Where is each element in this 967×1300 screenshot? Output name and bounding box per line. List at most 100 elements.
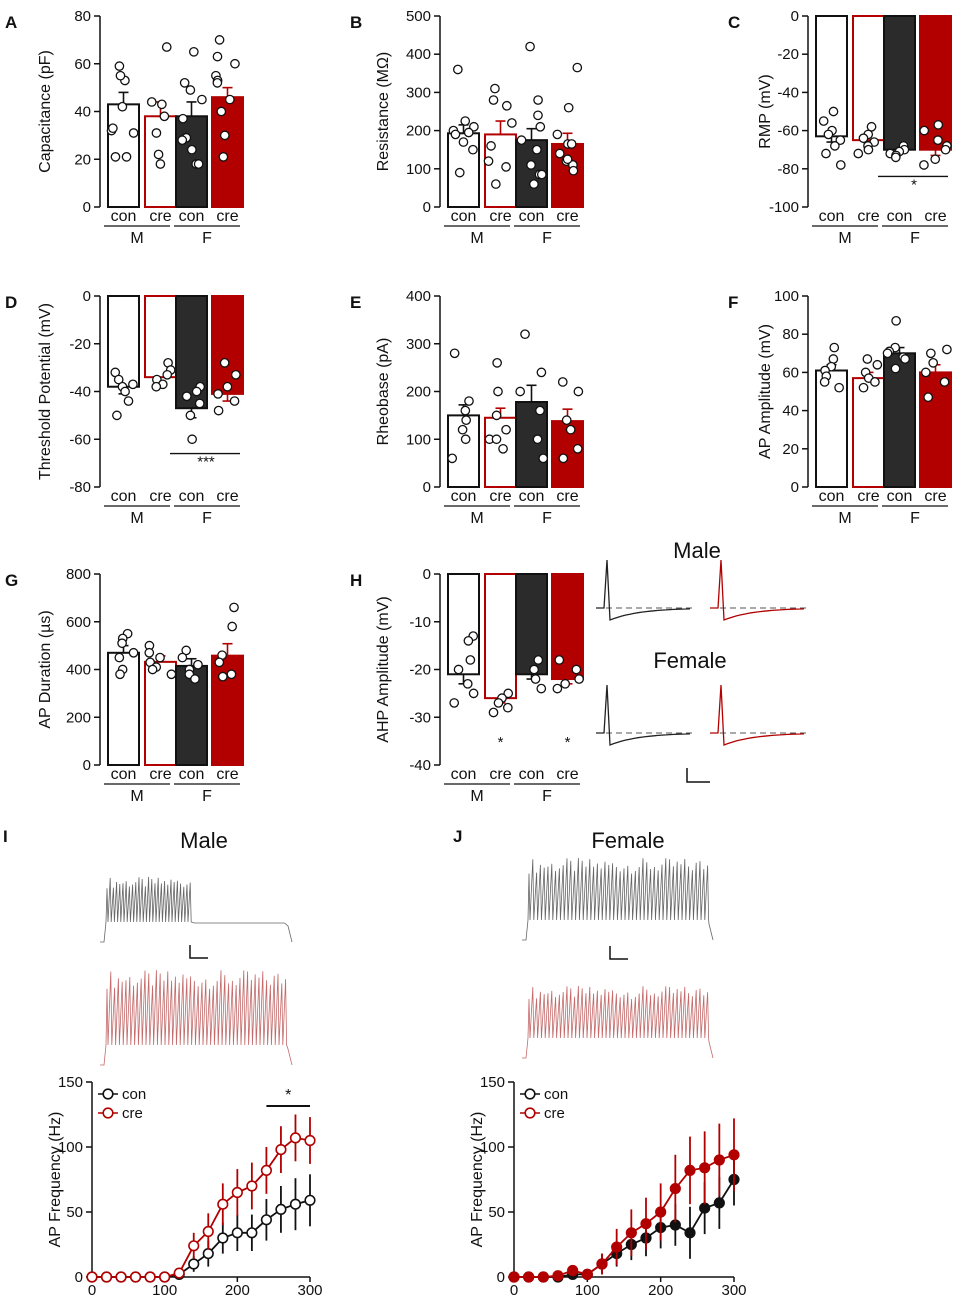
data-point [501,424,511,435]
x-tick-label: 0 [88,1282,96,1299]
data-point [453,664,464,675]
data-point [536,169,547,180]
y-tick-label: -40 [777,84,799,101]
data-point-cre [202,1225,214,1238]
bar-cre-M [484,573,517,700]
data-point [858,382,869,393]
bar-cre-M [852,15,885,142]
legend-marker [524,1107,536,1119]
data-point [925,348,936,359]
data-point [503,688,514,699]
data-point [121,152,132,162]
panel-title: Female [591,828,664,853]
data-point [187,434,197,445]
data-point [533,110,543,121]
y-axis-label: AHP Amplitude (mV) [375,596,392,742]
sex-label: M [838,230,851,247]
data-point [108,123,118,134]
data-point [483,156,494,167]
data-point-cre [611,1241,623,1253]
y-tick-label: 40 [782,403,799,420]
data-point [151,381,162,392]
data-point-con [713,1197,725,1209]
sex-label: F [202,230,212,247]
spike-trace-male-con [100,877,293,943]
data-point [186,144,197,155]
data-point [572,62,583,73]
data-point [530,674,541,684]
group-label: cre [216,208,238,225]
data-point [520,329,530,340]
data-point [214,35,225,45]
panel-H [434,573,584,785]
data-point [554,655,565,665]
panel-label-E: E [350,293,361,312]
spike-trace-female-con [522,858,714,941]
y-tick-label: -40 [409,757,431,774]
data-point-cre [86,1271,98,1283]
panel-title: Male [180,828,228,853]
data-point [526,160,536,170]
panel-C [802,15,952,227]
y-tick-label: 100 [480,1139,505,1156]
data-point-cre [669,1182,681,1195]
group-label: con [887,488,913,505]
y-tick-label: 60 [74,56,91,73]
y-tick-label: 100 [406,161,431,178]
bar-con-F [883,352,916,488]
data-point [155,652,165,663]
y-tick-label: 0 [423,566,431,583]
data-point [155,159,166,169]
data-point-cre [115,1271,127,1283]
x-tick-label: 100 [575,1282,600,1299]
legend-label: cre [544,1105,565,1122]
x-tick-label: 300 [297,1282,322,1299]
data-point [863,144,874,155]
data-point-cre [159,1271,171,1283]
group-label: con [451,208,477,225]
bar-con-F [515,401,548,489]
data-point [491,434,502,445]
data-point-cre [231,1186,243,1199]
data-point [572,443,583,454]
data-point [870,377,880,387]
y-tick-label: 200 [66,709,91,726]
data-point-cre [173,1267,185,1279]
group-label: con [451,488,477,505]
data-point [153,149,164,160]
data-point [465,655,476,665]
group-label: con [111,766,137,783]
data-point-cre [699,1162,711,1174]
data-point-con [304,1194,316,1206]
sex-label: F [542,788,552,805]
data-point [554,148,565,159]
trace-title-male: Male [673,538,721,563]
data-point [538,453,549,464]
x-tick-label: 100 [152,1282,177,1299]
trace-title-female: Female [653,648,726,673]
data-point [458,137,469,147]
data-point [535,405,545,416]
sex-label: M [470,230,483,247]
group-label: cre [556,488,578,505]
scale-bar [189,945,208,959]
panel-D [94,295,244,507]
legend-marker [102,1088,114,1100]
data-point [230,58,240,69]
data-point-con [275,1203,287,1215]
y-tick-label: 0 [423,479,431,496]
data-point [834,382,844,393]
panel-label-F: F [728,293,738,312]
bar-cre-F [551,573,584,681]
y-tick-label: -20 [777,46,799,63]
panel-label-G: G [5,571,18,590]
data-point [490,83,500,94]
data-point [188,46,199,57]
data-point [529,179,539,189]
panel-label-C: C [728,13,740,32]
group-label: cre [149,488,171,505]
panel-F [802,295,952,507]
y-tick-label: 20 [782,441,799,458]
data-point-cre [144,1271,156,1283]
data-point [490,179,501,189]
